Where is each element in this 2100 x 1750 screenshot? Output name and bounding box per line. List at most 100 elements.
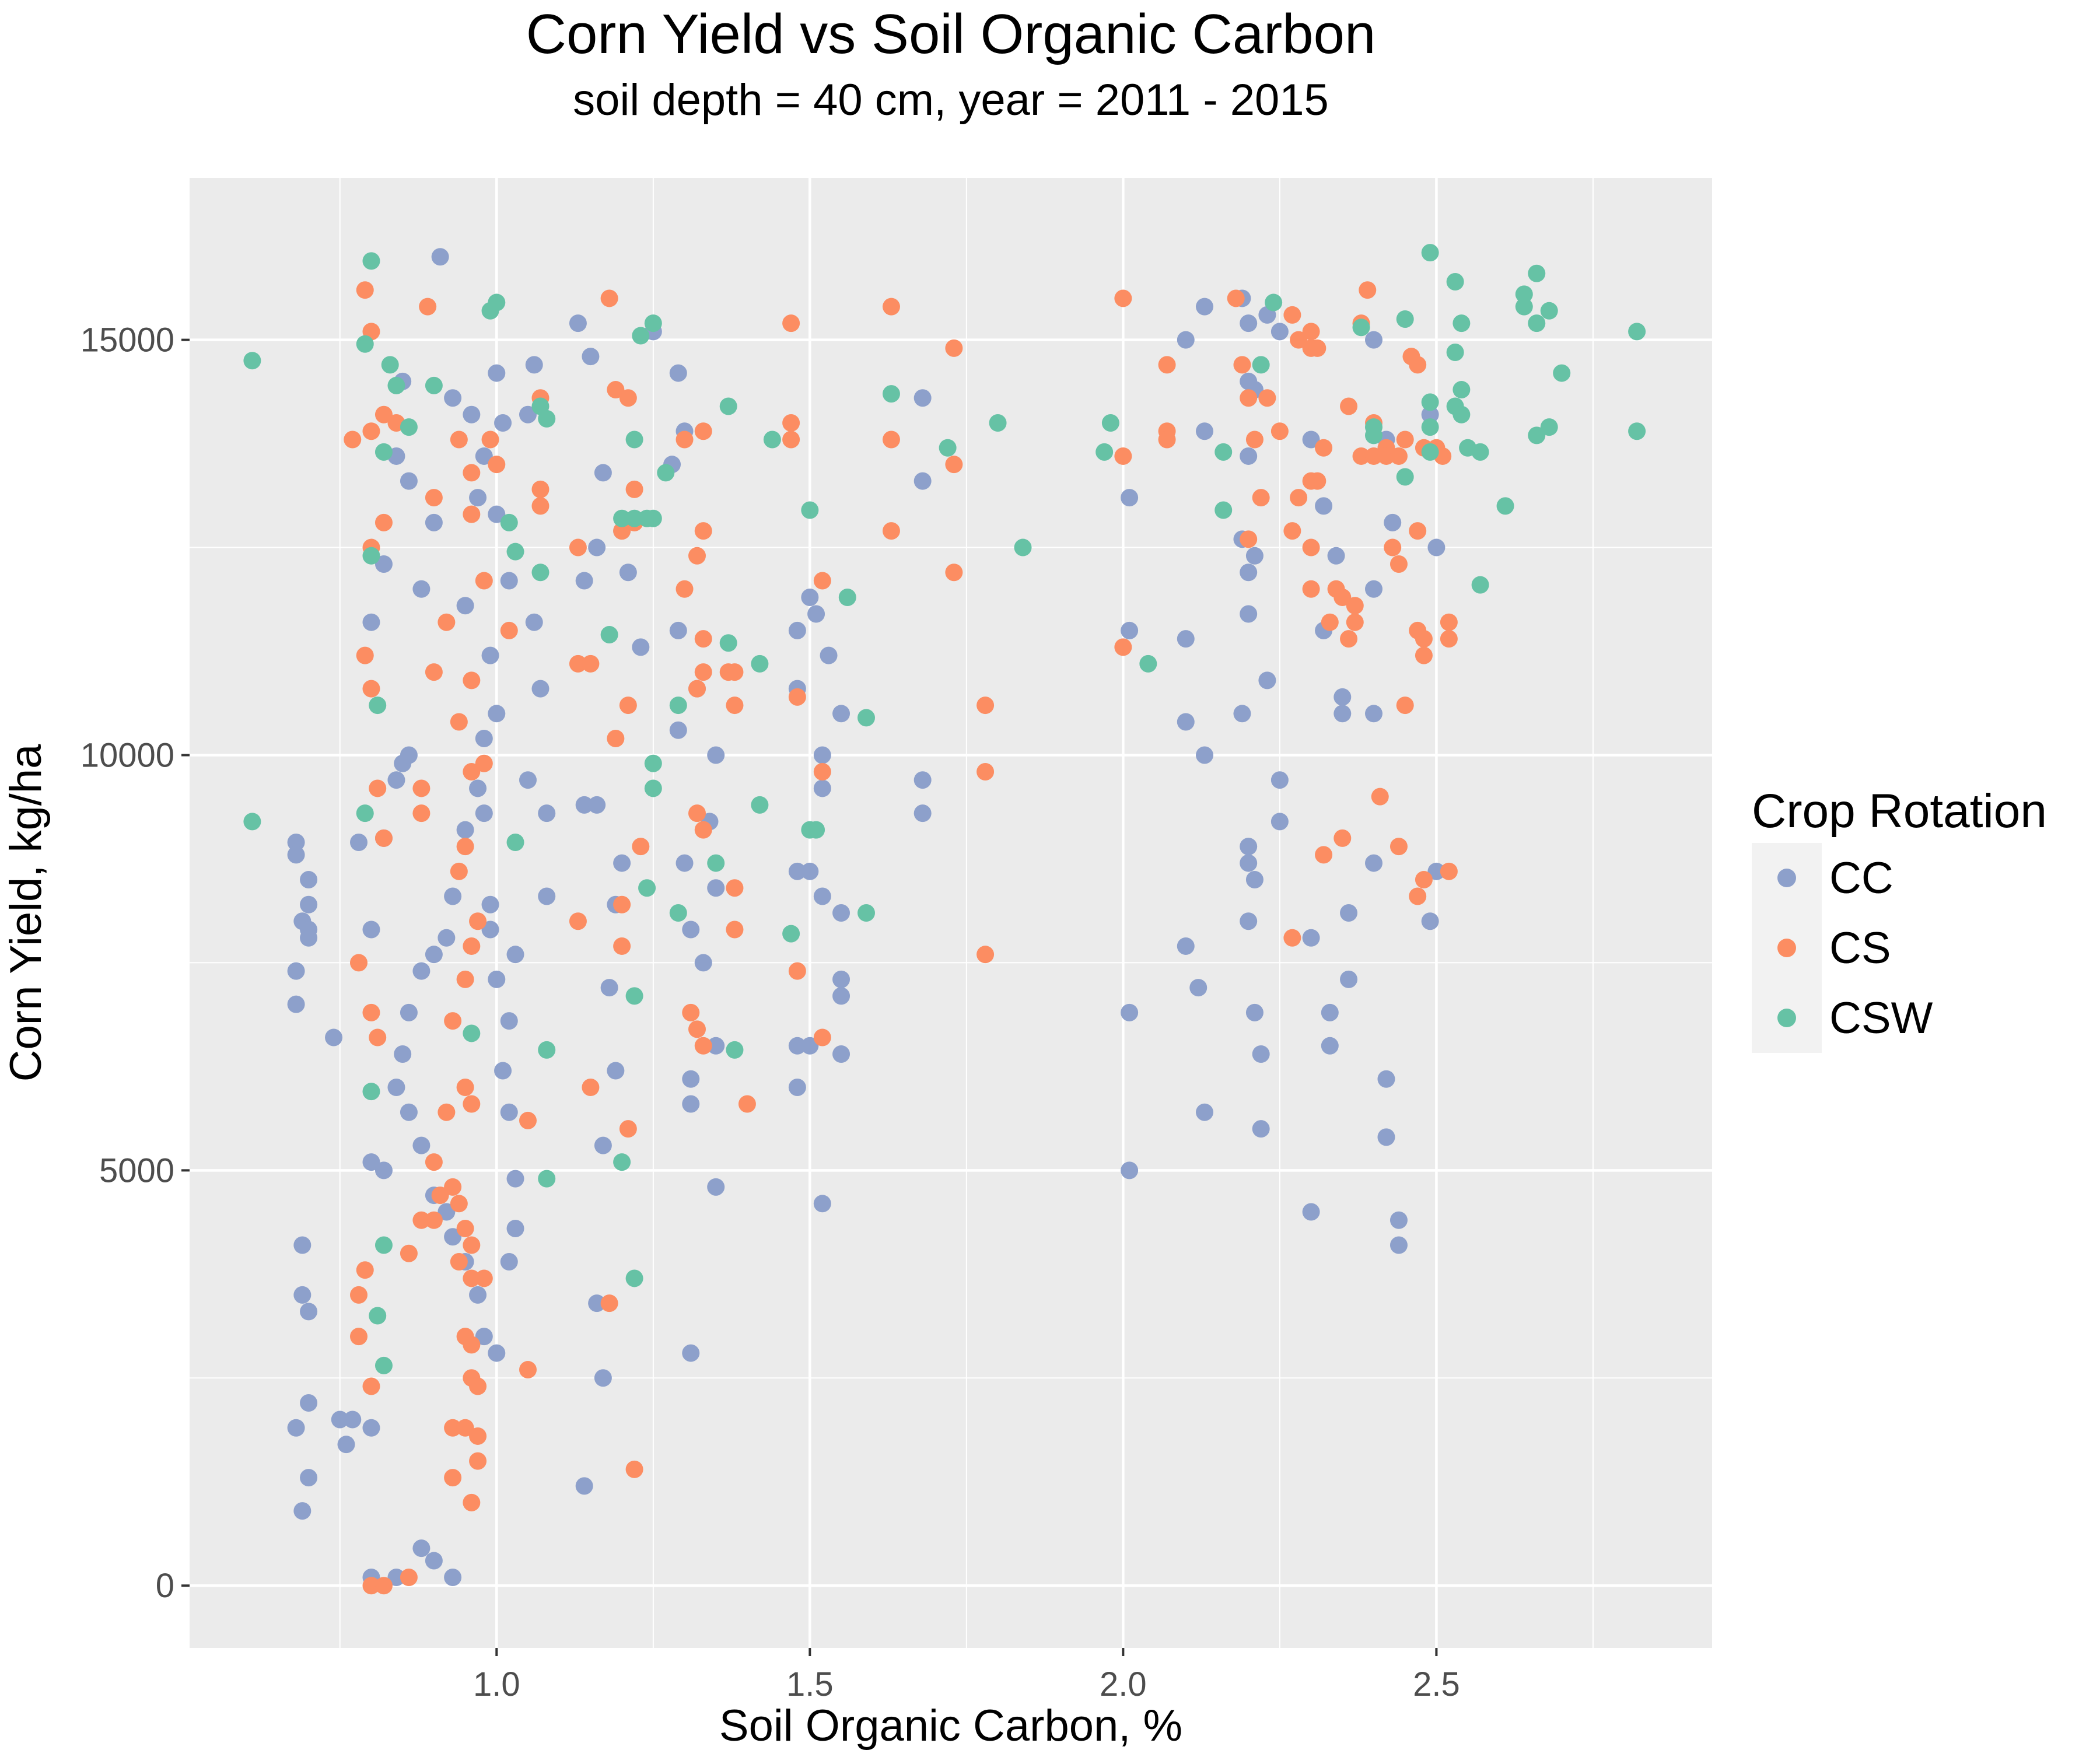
data-point [456, 1078, 474, 1096]
data-point [600, 979, 618, 997]
data-point [475, 754, 493, 772]
data-point [1340, 630, 1358, 648]
data-point [1496, 497, 1514, 515]
data-point [412, 1211, 430, 1229]
data-point [500, 572, 518, 590]
data-point [838, 588, 856, 606]
data-point [1528, 426, 1546, 444]
data-point [488, 1344, 506, 1362]
data-point [1245, 871, 1264, 889]
data-point [726, 879, 744, 897]
data-point [1240, 389, 1258, 407]
data-point [832, 987, 850, 1005]
data-point [400, 1103, 418, 1121]
data-point [575, 572, 593, 590]
data-point [287, 995, 305, 1013]
data-point [1327, 547, 1345, 565]
data-point [362, 1153, 380, 1171]
data-point [362, 547, 380, 565]
data-point [694, 422, 712, 440]
data-point [488, 456, 506, 474]
data-point [300, 1303, 318, 1321]
legend-item-cs: CS [1752, 913, 1891, 983]
data-point [807, 605, 825, 623]
data-point [632, 638, 650, 656]
data-point [293, 1502, 312, 1520]
data-point [688, 804, 706, 822]
data-point [813, 572, 831, 590]
data-point [1258, 671, 1276, 690]
data-point [1377, 1070, 1395, 1088]
data-point [832, 1045, 850, 1063]
data-point [463, 937, 481, 955]
data-point [726, 1041, 744, 1059]
data-point [801, 862, 819, 880]
data-point [369, 1028, 387, 1046]
x-tick-label: 1.0 [473, 1665, 520, 1703]
data-point [531, 564, 550, 582]
data-point [1121, 621, 1139, 639]
data-point [387, 771, 405, 789]
data-point [726, 921, 744, 939]
data-point [707, 1037, 725, 1055]
data-point [525, 356, 543, 374]
data-point [914, 804, 932, 822]
data-point [1440, 630, 1458, 648]
data-point [1014, 538, 1032, 556]
data-point [939, 439, 957, 457]
data-point [412, 1136, 430, 1154]
data-point [788, 1037, 806, 1055]
data-point [1245, 547, 1264, 565]
data-point [456, 1220, 474, 1238]
data-point [644, 509, 662, 527]
data-point [613, 1153, 631, 1171]
data-point [719, 634, 737, 652]
legend-label: CS [1829, 923, 1891, 973]
data-point [945, 564, 963, 582]
plot-panel [190, 178, 1712, 1648]
data-point [475, 1269, 493, 1287]
data-point [669, 904, 687, 922]
data-point [374, 405, 393, 424]
data-point [676, 430, 694, 449]
data-point [914, 771, 932, 789]
data-point [444, 1568, 462, 1586]
data-point [782, 430, 800, 449]
data-point [1270, 813, 1289, 831]
data-point [763, 430, 781, 449]
data-point [1352, 318, 1370, 337]
data-point [356, 646, 374, 664]
data-point [1096, 443, 1114, 461]
data-point [1440, 862, 1458, 880]
data-point [1121, 1161, 1139, 1180]
y-tick-label: 15000 [80, 321, 174, 359]
data-point [456, 838, 474, 856]
data-point [1114, 289, 1132, 307]
data-point [1540, 302, 1558, 320]
data-point [625, 1460, 643, 1478]
data-point [531, 680, 550, 698]
data-point [1227, 289, 1245, 307]
data-point [525, 613, 543, 631]
data-point [400, 472, 418, 490]
data-point [1384, 538, 1402, 556]
data-point [694, 954, 712, 972]
data-point [1177, 937, 1195, 955]
data-point [425, 1552, 443, 1570]
data-point [1196, 422, 1213, 440]
data-point [438, 1103, 456, 1121]
data-point [1240, 530, 1258, 548]
data-point [463, 671, 481, 690]
data-point [475, 730, 493, 748]
data-point [287, 962, 305, 980]
data-point [801, 501, 819, 519]
data-point [488, 705, 506, 723]
data-point [882, 522, 900, 540]
data-point [488, 364, 506, 382]
data-point [738, 1095, 756, 1113]
data-point [669, 696, 687, 715]
data-point [488, 293, 506, 312]
data-point [782, 314, 800, 332]
data-point [1390, 447, 1408, 465]
